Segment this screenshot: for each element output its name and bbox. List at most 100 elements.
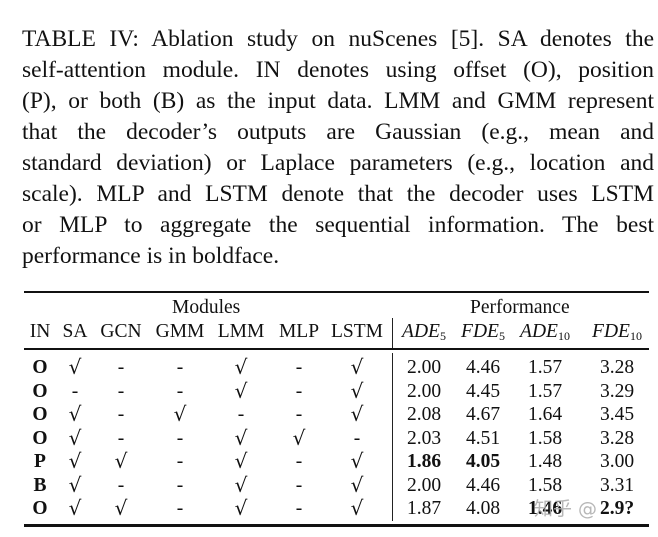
table-cell-in: P bbox=[34, 451, 46, 472]
table-cell-gmm: - bbox=[176, 474, 184, 496]
table-cell-mlp: - bbox=[295, 357, 303, 378]
table-cell-lstm: - bbox=[353, 427, 361, 449]
caption-line: that the decoder’s outputs are Gaussian … bbox=[22, 119, 654, 145]
group-header-performance: Performance bbox=[470, 297, 570, 318]
table-cell-ade10: 1.48 bbox=[527, 451, 563, 472]
table-cell-lmm: √ bbox=[234, 496, 248, 520]
table-cell-ade5: 2.00 bbox=[406, 357, 442, 378]
table-cell-mlp: - bbox=[295, 498, 303, 519]
table-cell-gmm: - bbox=[176, 451, 184, 472]
header-divider bbox=[392, 318, 394, 348]
table-cell-ade5: 2.00 bbox=[406, 474, 442, 496]
table-cell-gcn: - bbox=[117, 380, 125, 402]
table-cell-fde5: 4.46 bbox=[465, 474, 501, 496]
table-cell-fde10: 3.00 bbox=[599, 451, 635, 472]
table-cell-fde5: 4.51 bbox=[465, 427, 501, 449]
table-cell-fde10: 3.28 bbox=[599, 357, 635, 378]
column-header-fde10: FDE10 bbox=[592, 321, 642, 343]
body-divider bbox=[392, 353, 394, 521]
table-cell-lstm: √ bbox=[350, 402, 364, 426]
group-header-modules: Modules bbox=[172, 297, 241, 318]
table-cell-fde5: 4.08 bbox=[465, 498, 501, 519]
column-header-sa: SA bbox=[62, 321, 88, 342]
caption-line: standard deviation) or Laplace parameter… bbox=[22, 150, 654, 176]
table-cell-ade10: 1.58 bbox=[527, 474, 563, 496]
column-header-gmm: GMM bbox=[155, 321, 205, 342]
table-cell-ade5: 1.86 bbox=[406, 451, 442, 472]
table-cell-fde10: 3.31 bbox=[599, 474, 635, 496]
table-cell-in: B bbox=[33, 474, 47, 496]
table-cell-lstm: √ bbox=[350, 449, 364, 473]
table-cell-gmm: √ bbox=[173, 402, 187, 426]
table-cell-fde10: 2.9? bbox=[599, 498, 635, 519]
table-cell-in: O bbox=[32, 498, 48, 519]
table-cell-ade10: 1.57 bbox=[527, 380, 563, 402]
table-cell-sa: - bbox=[71, 380, 79, 402]
table-cell-gcn: √ bbox=[114, 449, 128, 473]
table-cell-lstm: √ bbox=[350, 378, 364, 403]
table-cell-ade10: 1.46 bbox=[527, 498, 563, 519]
table-cell-fde10: 3.45 bbox=[599, 404, 635, 425]
table-cell-fde5: 4.45 bbox=[465, 380, 501, 402]
table-cell-lmm: √ bbox=[234, 472, 248, 497]
table-cell-mlp: - bbox=[295, 474, 303, 496]
table-cell-lstm: √ bbox=[350, 472, 364, 497]
table-caption: TABLE IV: Ablation study on nuScenes [5]… bbox=[22, 24, 654, 272]
bottom-rule bbox=[24, 524, 649, 527]
table-cell-mlp: √ bbox=[292, 425, 306, 450]
table-cell-gcn: - bbox=[117, 474, 125, 496]
table-cell-sa: √ bbox=[68, 496, 82, 520]
caption-line: TABLE IV: Ablation study on nuScenes [5]… bbox=[22, 26, 654, 52]
table-cell-fde5: 4.67 bbox=[465, 404, 501, 425]
table-cell-gmm: - bbox=[176, 380, 184, 402]
caption-line: self-attention module. IN denotes using … bbox=[22, 57, 654, 83]
table-cell-gcn: - bbox=[117, 427, 125, 449]
table-cell-gcn: - bbox=[117, 404, 125, 425]
column-header-ade10: ADE10 bbox=[520, 321, 570, 343]
table-cell-in: O bbox=[32, 404, 48, 425]
table-cell-ade10: 1.64 bbox=[527, 404, 563, 425]
table-cell-fde5: 4.46 bbox=[465, 357, 501, 378]
column-header-lstm: LSTM bbox=[330, 321, 384, 342]
table-cell-sa: √ bbox=[68, 425, 82, 450]
table-cell-in: O bbox=[32, 380, 48, 402]
table-cell-sa: √ bbox=[68, 472, 82, 497]
table-cell-lstm: √ bbox=[350, 496, 364, 520]
table-cell-ade5: 2.08 bbox=[406, 404, 442, 425]
table-cell-gmm: - bbox=[176, 357, 184, 378]
caption-line: scale). MLP and LSTM denote that the dec… bbox=[22, 181, 654, 207]
column-header-mlp: MLP bbox=[278, 321, 320, 342]
column-header-gcn: GCN bbox=[100, 321, 142, 342]
table-cell-ade5: 2.00 bbox=[406, 380, 442, 402]
table-cell-lmm: - bbox=[237, 404, 245, 425]
table-cell-lstm: √ bbox=[350, 355, 364, 379]
table-cell-fde5: 4.05 bbox=[465, 451, 501, 472]
table-cell-mlp: - bbox=[295, 404, 303, 425]
column-header-fde5: FDE5 bbox=[461, 321, 505, 343]
table-cell-fde10: 3.29 bbox=[599, 380, 635, 402]
table-cell-in: O bbox=[32, 357, 48, 378]
table-cell-gcn: - bbox=[117, 357, 125, 378]
table-cell-gcn: √ bbox=[114, 496, 128, 520]
caption-line: (P), or both (B) as the input data. LMM … bbox=[22, 88, 654, 114]
column-header-ade5: ADE5 bbox=[402, 321, 446, 343]
table-cell-gmm: - bbox=[176, 427, 184, 449]
table-cell-ade5: 1.87 bbox=[406, 498, 442, 519]
table-cell-sa: √ bbox=[68, 402, 82, 426]
table-cell-lmm: √ bbox=[234, 425, 248, 450]
table-cell-ade5: 2.03 bbox=[406, 427, 442, 449]
column-header-in: IN bbox=[29, 321, 51, 342]
column-header-lmm: LMM bbox=[217, 321, 265, 342]
table-cell-lmm: √ bbox=[234, 378, 248, 403]
table-cell-sa: √ bbox=[68, 355, 82, 379]
table-cell-lmm: √ bbox=[234, 449, 248, 473]
caption-line: or MLP to aggregate the sequential infor… bbox=[22, 212, 654, 238]
table-cell-fde10: 3.28 bbox=[599, 427, 635, 449]
table-cell-ade10: 1.58 bbox=[527, 427, 563, 449]
table-cell-gmm: - bbox=[176, 498, 184, 519]
table-cell-mlp: - bbox=[295, 451, 303, 472]
table-cell-mlp: - bbox=[295, 380, 303, 402]
header-rule bbox=[24, 348, 649, 350]
table-cell-sa: √ bbox=[68, 449, 82, 473]
table-cell-lmm: √ bbox=[234, 355, 248, 379]
